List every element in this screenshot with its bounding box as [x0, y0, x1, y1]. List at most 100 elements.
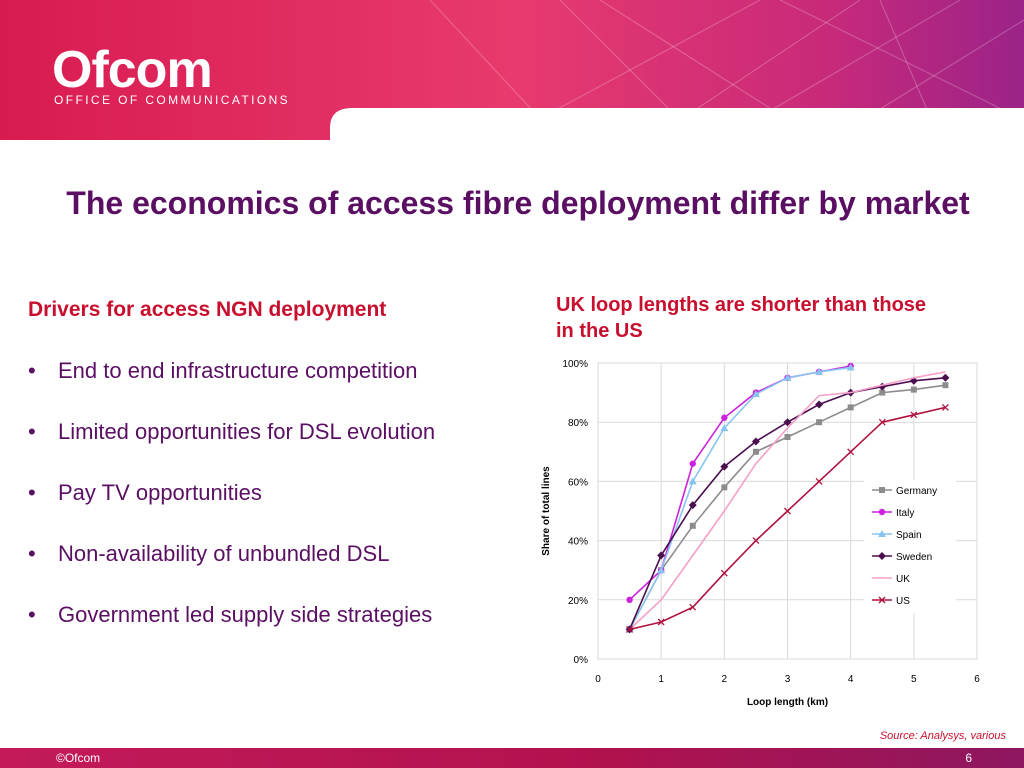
data-point — [657, 566, 666, 574]
bullet-text: Pay TV opportunities — [58, 480, 262, 505]
data-point — [688, 501, 697, 510]
header-background — [0, 0, 1024, 140]
bullet-icon: • — [28, 419, 36, 444]
data-point — [878, 552, 886, 560]
logo-subtitle: OFFICE OF COMMUNICATIONS — [54, 93, 291, 107]
data-point — [689, 460, 696, 467]
data-point — [847, 448, 855, 456]
list-item: • Non-availability of unbundled DSL — [28, 541, 435, 602]
list-item: • Government led supply side strategies — [28, 602, 435, 663]
data-point — [720, 569, 728, 577]
data-point — [878, 596, 886, 604]
data-point — [752, 537, 760, 545]
chart-axes: 0 1 2 3 4 5 60%20%40%60%80%100%Loop length (km… — [541, 359, 980, 708]
data-point — [720, 424, 729, 432]
legend-item: Spain — [872, 530, 922, 541]
series-spain — [625, 363, 855, 633]
data-point — [720, 462, 729, 471]
y-tick-label: 0% — [574, 655, 589, 666]
legend-item: UK — [872, 574, 910, 585]
data-point — [689, 522, 696, 529]
x-tick-label: 5 — [911, 674, 917, 685]
legend-item: US — [872, 596, 910, 607]
legend-label: UK — [896, 574, 910, 585]
series-uk — [629, 371, 946, 630]
bullet-text: Non-availability of unbundled DSL — [58, 541, 390, 566]
x-tick-label: 6 — [974, 674, 980, 685]
series-line — [629, 371, 946, 630]
x-tick-label: 3 — [785, 674, 791, 685]
data-point — [910, 411, 918, 419]
legend-label: US — [896, 596, 910, 607]
y-axis-title: Share of total lines — [541, 466, 552, 556]
data-point — [846, 363, 855, 371]
legend-label: Sweden — [896, 552, 932, 563]
data-point — [941, 403, 949, 411]
series-us — [626, 403, 949, 633]
x-tick-label: 2 — [722, 674, 728, 685]
slide-title: The economics of access fibre deployment… — [66, 185, 970, 221]
data-point — [689, 603, 697, 611]
data-point — [815, 400, 824, 409]
data-point — [878, 418, 886, 426]
x-tick-label: 0 — [595, 674, 601, 685]
page-number: 6 — [965, 751, 972, 765]
chart-heading: UK loop lengths are shorter than those i… — [556, 294, 927, 342]
legend-item: Germany — [872, 486, 937, 497]
y-tick-label: 60% — [568, 477, 588, 488]
footer-bar: ©Ofcom 6 — [0, 748, 1024, 768]
data-point — [815, 367, 824, 375]
data-point — [878, 508, 886, 516]
data-point — [879, 487, 885, 493]
data-point — [783, 373, 792, 381]
series-line — [628, 366, 851, 630]
drivers-list: • End to end infrastructure competition •… — [28, 358, 435, 663]
drivers-heading: Drivers for access NGN deployment — [28, 298, 387, 321]
bullet-text: Government led supply side strategies — [58, 602, 433, 627]
footer-copyright: ©Ofcom — [56, 751, 101, 765]
data-point — [941, 373, 950, 382]
data-point — [752, 448, 759, 455]
chart-series — [625, 362, 950, 634]
bullet-icon: • — [28, 602, 36, 627]
data-point — [879, 389, 886, 396]
data-point — [721, 484, 728, 491]
x-tick-label: 1 — [658, 674, 664, 685]
list-item: • Pay TV opportunities — [28, 480, 435, 541]
data-point — [688, 477, 697, 485]
header-banner: Ofcom OFFICE OF COMMUNICATIONS — [0, 0, 1024, 140]
y-tick-label: 100% — [562, 359, 588, 370]
legend-label: Germany — [896, 486, 937, 497]
source-note: Source: Analysys, various — [879, 730, 1006, 742]
data-point — [878, 530, 886, 537]
y-tick-label: 40% — [568, 537, 588, 548]
data-point — [942, 382, 949, 389]
y-tick-label: 80% — [568, 418, 588, 429]
chart-legend: Germany Italy Spain Sweden UK US — [864, 480, 956, 614]
data-point — [751, 437, 760, 446]
data-point — [721, 414, 728, 421]
bullet-icon: • — [28, 541, 36, 566]
legend-box — [864, 480, 956, 614]
bullet-icon: • — [28, 358, 36, 383]
legend-item: Italy — [872, 508, 914, 519]
ofcom-logo: Ofcom — [52, 41, 213, 99]
x-tick-label: 4 — [848, 674, 854, 685]
bullet-icon: • — [28, 480, 36, 505]
x-axis-title: Loop length (km) — [747, 697, 828, 708]
data-point — [815, 477, 823, 485]
y-tick-label: 20% — [568, 596, 588, 607]
data-point — [657, 551, 666, 560]
data-point — [626, 596, 633, 603]
list-item: • Limited opportunities for DSL evolution — [28, 419, 435, 480]
data-point — [657, 618, 665, 626]
list-item: • End to end infrastructure competition — [28, 358, 435, 419]
data-point — [751, 390, 760, 398]
legend-label: Spain — [896, 530, 922, 541]
series-sweden — [625, 373, 950, 634]
data-point — [847, 404, 854, 411]
loop-length-chart: 0 1 2 3 4 5 60%20%40%60%80%100%Loop length (km… — [541, 359, 980, 708]
data-point — [878, 382, 887, 391]
data-point — [784, 507, 791, 515]
legend-item: Sweden — [872, 552, 932, 563]
